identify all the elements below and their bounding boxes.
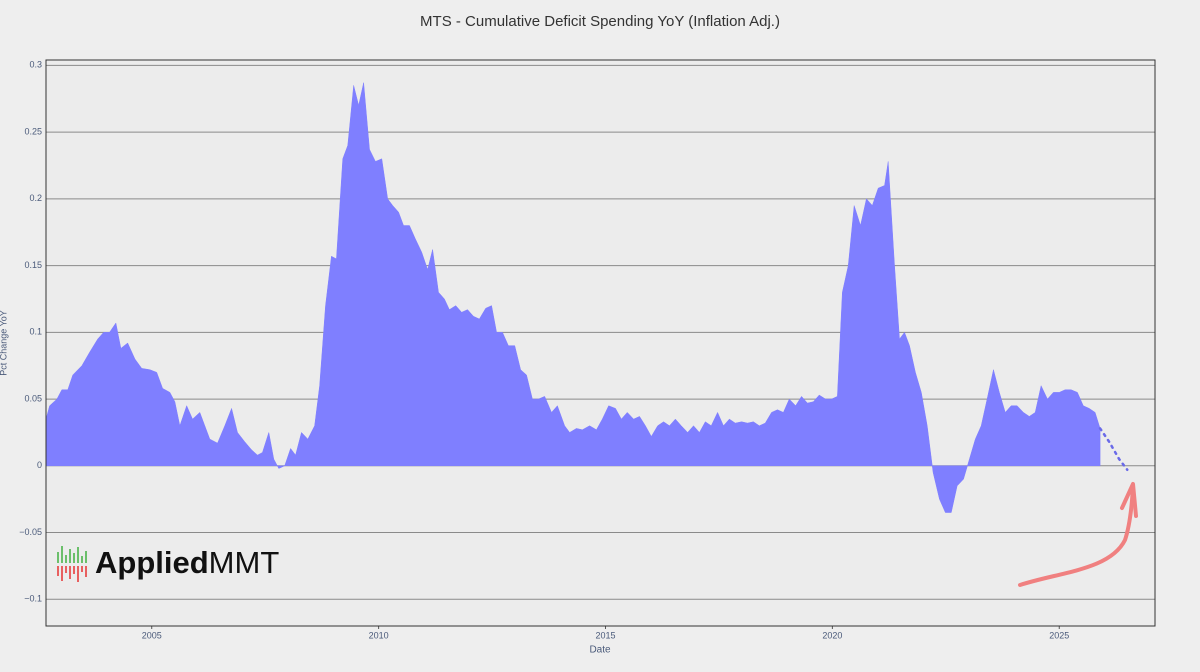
y-tick-label: 0.2 bbox=[29, 193, 42, 203]
y-tick-label: 0.15 bbox=[24, 260, 42, 270]
y-tick-label: −0.05 bbox=[19, 527, 42, 537]
x-tick-label: 2020 bbox=[822, 630, 842, 640]
y-tick-label: 0.05 bbox=[24, 393, 42, 403]
y-tick-label: 0.1 bbox=[29, 327, 42, 337]
logo-text: AppliedMMT bbox=[95, 545, 279, 580]
y-tick-label: 0 bbox=[37, 460, 42, 470]
projection-line bbox=[1098, 427, 1129, 472]
logo-text-bold: Applied bbox=[95, 545, 209, 580]
y-tick-label: 0.25 bbox=[24, 126, 42, 136]
annotation-arrow bbox=[1018, 484, 1135, 587]
plot-border bbox=[45, 59, 1156, 627]
logo-text-regular: MMT bbox=[209, 545, 280, 580]
plot-layer bbox=[45, 64, 1155, 629]
x-tick-label: 2005 bbox=[142, 630, 162, 640]
plot-area bbox=[46, 60, 1155, 626]
logo-icon bbox=[57, 546, 87, 582]
x-tick-label: 2010 bbox=[369, 630, 389, 640]
x-tick-label: 2025 bbox=[1049, 630, 1069, 640]
y-tick-label: 0.3 bbox=[29, 60, 42, 70]
annotation-arrowhead bbox=[1120, 482, 1138, 518]
x-tick-label: 2015 bbox=[595, 630, 615, 640]
chart-title: MTS - Cumulative Deficit Spending YoY (I… bbox=[420, 13, 780, 30]
x-axis-title: Date bbox=[589, 645, 611, 656]
area bbox=[45, 82, 1101, 513]
y-axis-title: Pct Change YoY bbox=[0, 310, 8, 376]
y-tick-label: −0.1 bbox=[24, 594, 42, 604]
